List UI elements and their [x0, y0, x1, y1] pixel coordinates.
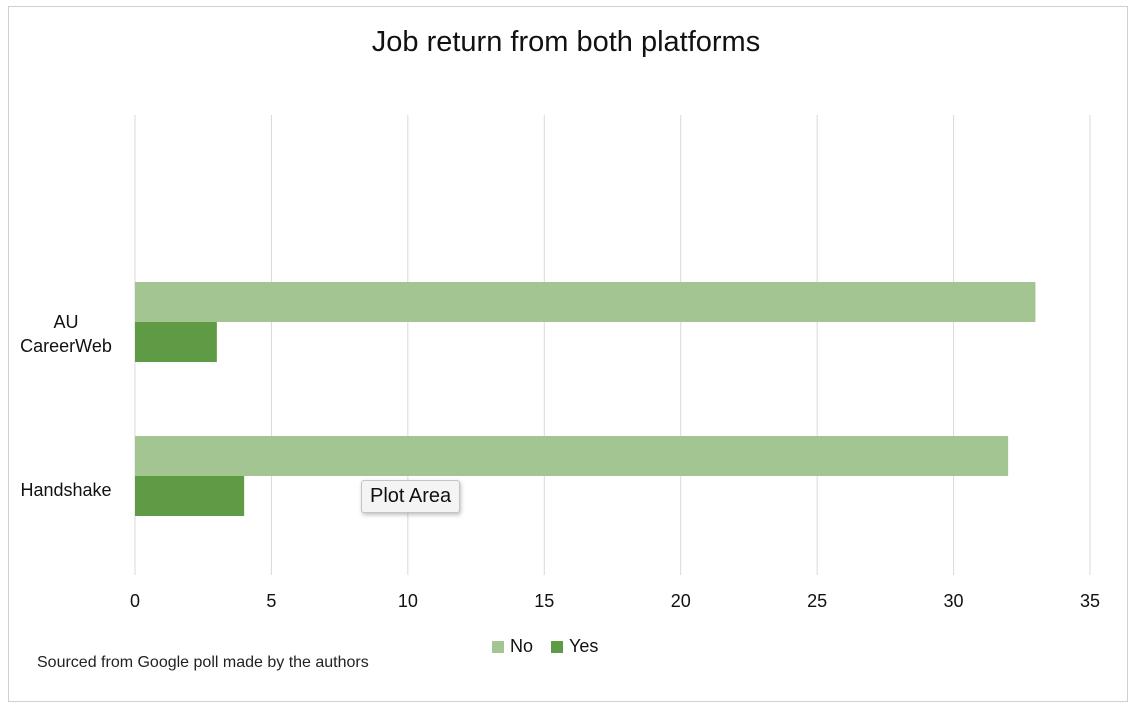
- x-tick-label-20: 20: [671, 591, 691, 611]
- x-tick-label-10: 10: [398, 591, 418, 611]
- bar-yes-handshake: [135, 476, 245, 516]
- y-category-label-au-careerweb: AU CareerWeb: [20, 312, 112, 356]
- x-tick-label-25: 25: [807, 591, 827, 611]
- x-tick-label-5: 5: [266, 591, 276, 611]
- x-tick-label-15: 15: [534, 591, 554, 611]
- legend: No Yes: [492, 636, 616, 657]
- plot-area-tooltip: Plot Area: [361, 480, 461, 513]
- bar-no-au-careerweb: [135, 282, 1036, 322]
- x-tick-label-35: 35: [1080, 591, 1100, 611]
- y-category-label-line: AU: [53, 312, 78, 332]
- x-tick-label-30: 30: [944, 591, 964, 611]
- y-category-label-line: Handshake: [20, 480, 111, 500]
- bar-no-handshake: [135, 436, 1009, 476]
- legend-item-yes: Yes: [551, 636, 598, 657]
- legend-swatch-yes: [551, 640, 564, 653]
- legend-swatch-no: [492, 640, 504, 653]
- legend-label-yes: Yes: [569, 636, 599, 656]
- legend-label-no: No: [510, 636, 534, 656]
- y-category-label-handshake: Handshake: [20, 480, 111, 500]
- y-category-label-line: CareerWeb: [20, 336, 112, 356]
- source-note: Sourced from Google poll made by the aut…: [37, 654, 369, 671]
- chart-title: Job return from both platforms: [371, 26, 761, 58]
- bar-yes-au-careerweb: [135, 322, 217, 362]
- x-tick-label-0: 0: [130, 591, 140, 611]
- legend-item-no: No: [492, 636, 533, 657]
